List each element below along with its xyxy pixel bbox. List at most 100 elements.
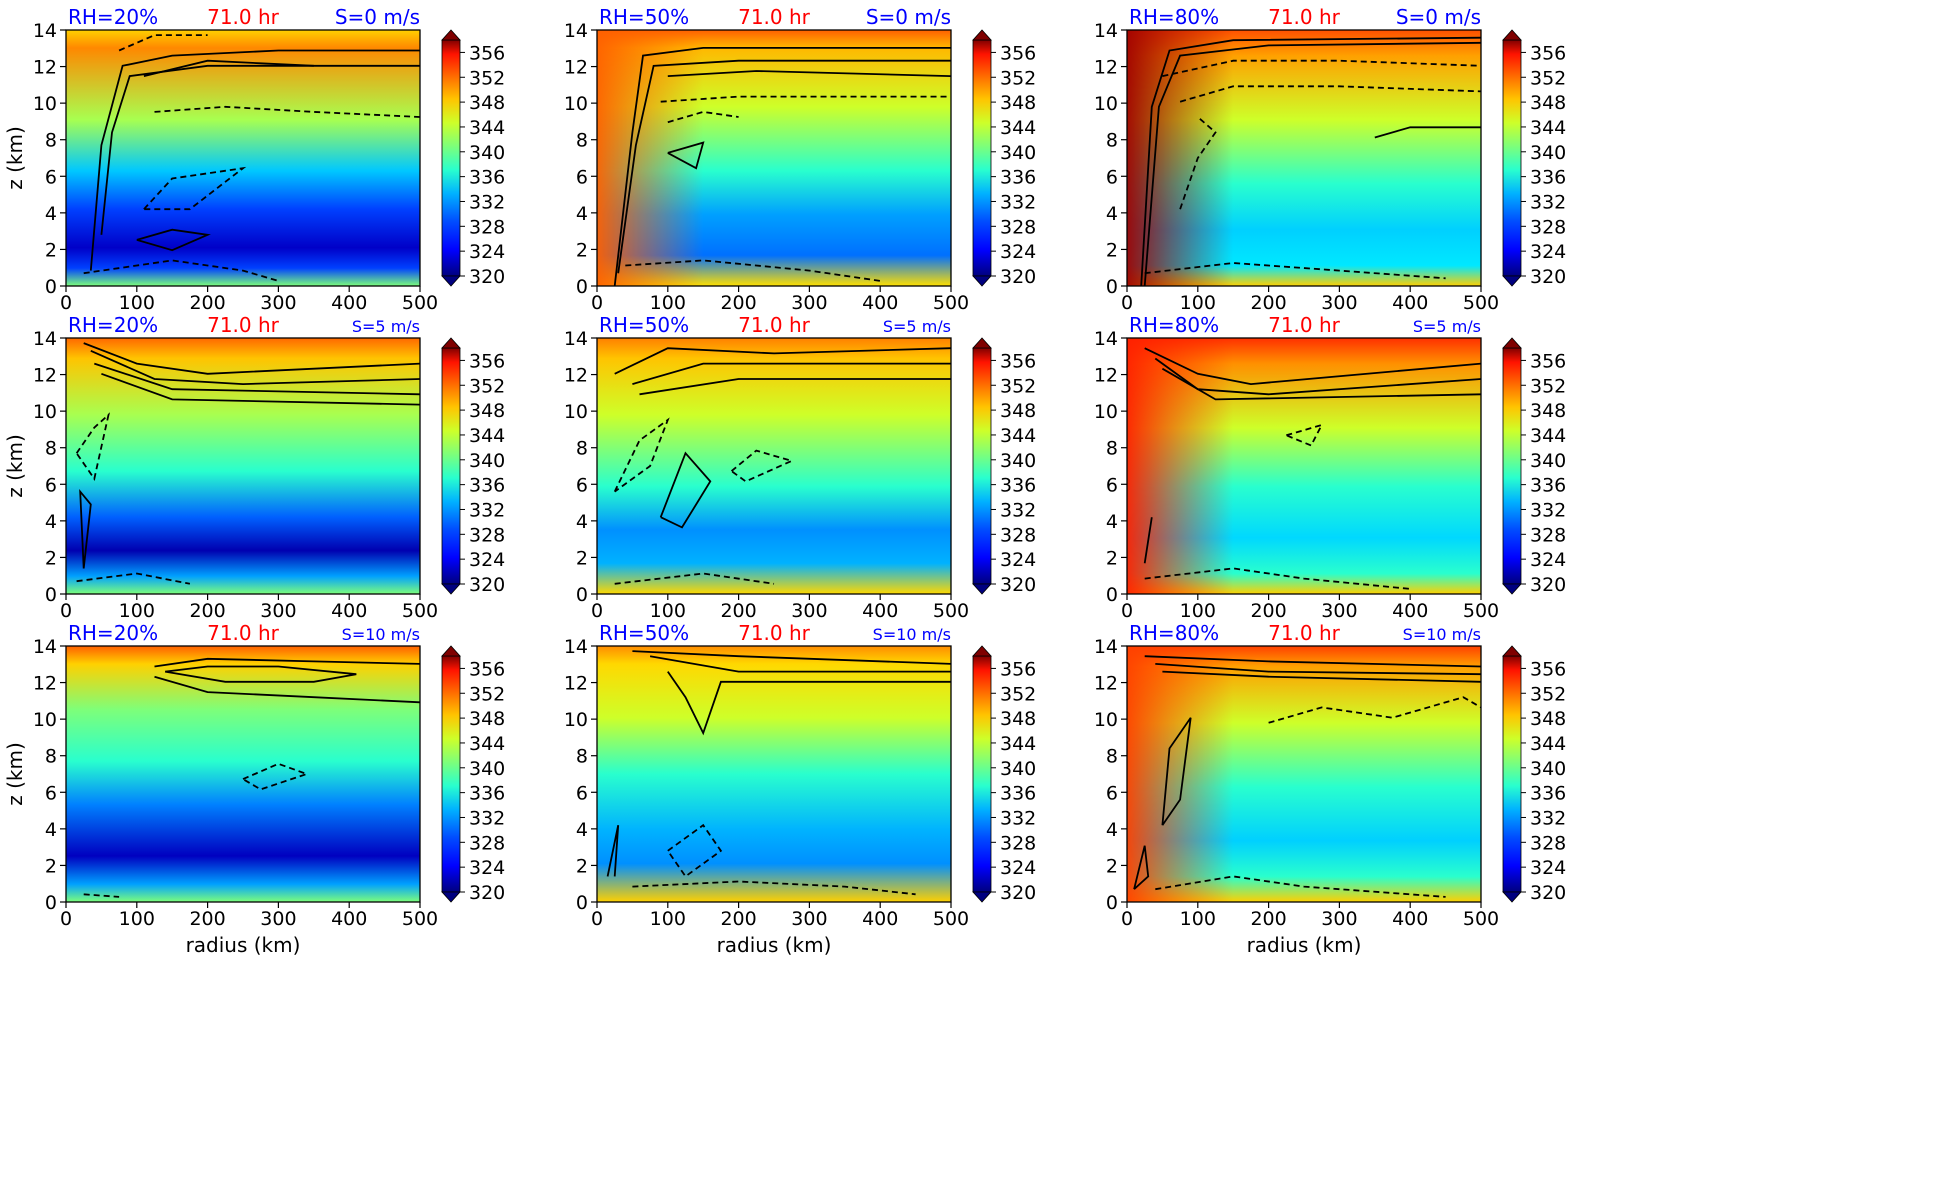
y-axis-label: z (km) [3,126,27,190]
x-tick-label: 200 [189,292,225,314]
time-label: 71.0 hr [738,313,811,337]
rh-label: RH=50% [599,621,689,645]
colorbar-tick-label: 332 [469,499,505,521]
plot-frame [1126,29,1482,287]
colorbar-tick-label: 344 [469,425,505,447]
x-tick-label: 500 [933,600,969,622]
y-tick-label: 14 [564,636,588,658]
y-tick-label: 0 [576,276,588,298]
dashed-contour [730,449,795,483]
y-axis-label: z (km) [3,742,27,806]
colorbar-tick-label: 344 [1530,733,1566,755]
shear-label: S=0 m/s [1396,5,1481,29]
plot-frame [65,645,421,903]
colorbar-tick-label: 340 [1530,450,1566,472]
solid-contour [154,657,421,668]
y-tick-label: 8 [1106,438,1118,460]
x-tick-label: 0 [591,600,603,622]
solid-contour [1143,41,1482,287]
rh-label: RH=50% [599,313,689,337]
x-tick-label: 200 [720,600,756,622]
colorbar-tick-label: 328 [1530,524,1566,546]
solid-contour [1140,36,1482,287]
y-tick-label: 6 [45,474,57,496]
y-tick-label: 0 [576,584,588,606]
x-tick-label: 100 [1180,292,1216,314]
x-tick-label: 500 [1463,292,1499,314]
colorbar-extend-max [1502,29,1522,41]
y-tick-label: 14 [1094,636,1118,658]
y-tick-label: 8 [45,130,57,152]
colorbar-tick-label: 332 [1000,499,1036,521]
colorbar-tick-label: 356 [1000,350,1036,372]
x-tick-label: 300 [260,600,296,622]
x-tick-label: 500 [933,292,969,314]
theta-field [66,646,420,902]
colorbar-tick-label: 324 [1530,857,1566,879]
colorbar-extend-max [972,645,992,657]
solid-contour [667,671,951,736]
y-axis-label: z (km) [3,434,27,498]
y-tick-label: 2 [576,239,588,261]
dashed-contour [660,95,951,103]
warm-core [1127,30,1481,286]
colorbar-tick-label: 336 [1000,783,1036,805]
y-tick-label: 0 [1106,892,1118,914]
solid-contour [143,59,314,77]
colorbar-tick-label: 348 [469,92,505,114]
dashed-contour [632,880,916,896]
solid-contour [101,372,421,406]
panel-7: 0 100 200 300 400 500 0 2 4 6 8 10 12 14 z (km) radius … [3,621,505,957]
time-label: 71.0 hr [1268,313,1341,337]
rh-label: RH=20% [68,313,158,337]
y-tick-label: 6 [576,166,588,188]
colorbar-tick-label: 348 [469,400,505,422]
y-tick-label: 14 [1094,328,1118,350]
plot-frame [65,337,421,595]
dashed-contour [118,34,208,52]
x-tick-label: 300 [1321,908,1357,930]
x-tick-label: 400 [862,908,898,930]
rh-label: RH=80% [1129,621,1219,645]
colorbar-tick-label: 332 [1000,807,1036,829]
y-tick-label: 10 [33,401,57,423]
y-tick-label: 10 [564,709,588,731]
y-tick-label: 8 [1106,746,1118,768]
theta-field [66,338,420,594]
x-tick-label: 200 [1250,292,1286,314]
x-tick-label: 300 [1321,292,1357,314]
x-tick-label: 500 [402,292,438,314]
x-tick-label: 400 [1392,908,1428,930]
theta-field [597,338,951,594]
colorbar-body [441,39,461,277]
x-tick-label: 0 [591,908,603,930]
shear-label: S=10 m/s [1403,625,1481,644]
colorbar-tick-label: 352 [1000,683,1036,705]
x-tick-label: 500 [1463,908,1499,930]
solid-contour [639,378,951,396]
panel-5: 0 100 200 300 400 500 0 2 4 6 8 10 12 14 RH=50% 71.0 hr… [564,313,1036,622]
solid-contour [83,342,421,375]
colorbar-body [1502,39,1522,277]
x-tick-label: 100 [1180,600,1216,622]
x-tick-label: 200 [1250,600,1286,622]
colorbar-tick-label: 332 [1530,807,1566,829]
solid-contour [164,665,357,683]
colorbar-body [972,39,992,277]
colorbar-tick-label: 336 [469,475,505,497]
plot-frame [596,645,952,903]
y-tick-label: 0 [45,276,57,298]
y-tick-label: 2 [576,547,588,569]
colorbar-tick-label: 332 [1000,191,1036,213]
x-tick-label: 500 [402,600,438,622]
x-tick-label: 100 [650,908,686,930]
rh-label: RH=50% [599,5,689,29]
solid-contour [90,349,421,386]
panel-2: 0 100 200 300 400 500 0 2 4 6 8 10 12 14 RH=50% 71.0 hr… [564,5,1036,314]
y-tick-label: 12 [564,673,588,695]
colorbar-tick-label: 356 [1530,658,1566,680]
